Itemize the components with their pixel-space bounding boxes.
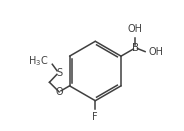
Text: B: B — [132, 43, 139, 53]
Text: OH: OH — [128, 24, 143, 34]
Text: O: O — [55, 87, 63, 97]
Text: S: S — [56, 68, 62, 78]
Text: H$_3$C: H$_3$C — [28, 54, 48, 68]
Text: F: F — [93, 112, 98, 122]
Text: OH: OH — [148, 47, 163, 57]
